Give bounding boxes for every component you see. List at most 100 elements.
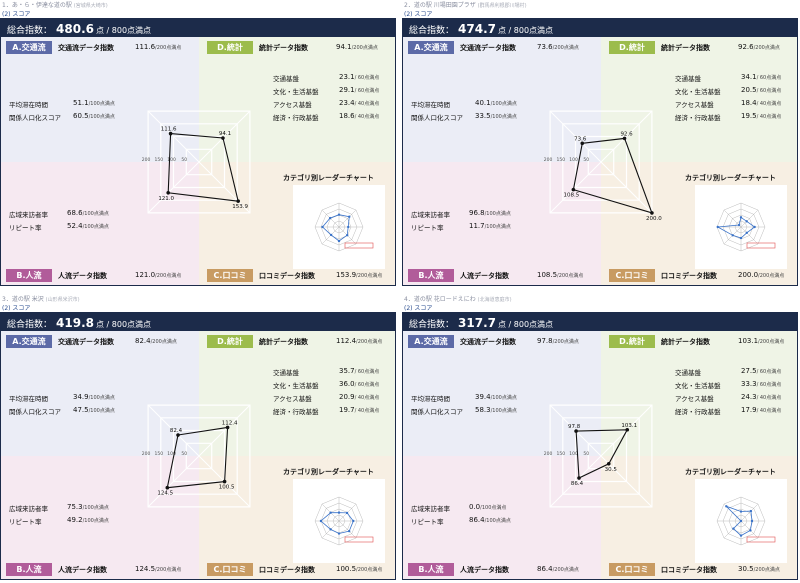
traffic-index-value: 111.6/200点満点 xyxy=(135,43,182,51)
economy-base-label: 経済・行政基盤 xyxy=(273,114,319,122)
quadrant-traffic xyxy=(1,37,199,162)
people-index-value: 86.4/200点満点 xyxy=(537,565,579,573)
mini-point xyxy=(329,511,332,514)
badge-traffic: A.交通流 xyxy=(6,41,52,54)
mini-point xyxy=(347,225,350,229)
traffic-base-label: 交通基盤 xyxy=(273,75,299,83)
mini-axis-line xyxy=(740,520,759,539)
station-location: (山形県米沢市) xyxy=(45,297,80,303)
radar-tick-label: 100 xyxy=(569,451,578,457)
related-pop-value: 33.5/100点満点 xyxy=(475,112,517,120)
avg-stay-label: 平均滞在時間 xyxy=(9,101,48,109)
mini-radar-chart xyxy=(293,479,385,563)
mini-point xyxy=(739,216,743,219)
mini-point xyxy=(352,519,355,523)
wide-visit-label: 広域来訪者率 xyxy=(411,211,450,219)
traffic-base-label: 交通基盤 xyxy=(675,75,701,83)
radar-value-label: 82.4 xyxy=(170,428,183,434)
radar-value-label: 100.5 xyxy=(219,485,235,491)
radar-chart: 200 150 100 50 97.8 103.1 30.5 86.4 xyxy=(544,404,653,508)
mini-point xyxy=(753,225,756,229)
related-pop-value: 60.5/100点満点 xyxy=(73,112,115,120)
station-name: 1．あ・ら・伊達な道の駅 xyxy=(2,2,72,9)
stats-index-value: 112.4/200点満点 xyxy=(336,337,383,345)
mini-point xyxy=(745,220,748,223)
people-index-label: 人流データ指数 xyxy=(460,566,509,574)
people-index-value: 124.5/200点満点 xyxy=(135,565,182,573)
culture-base-label: 文化・生活基盤 xyxy=(675,382,721,390)
radar-tick-label: 100 xyxy=(167,451,176,457)
stats-index-value: 92.6/200点満点 xyxy=(738,43,780,51)
wide-visit-value: 75.3/100点満点 xyxy=(67,503,109,511)
badge-reviews: C.口コミ xyxy=(207,269,253,282)
mini-point xyxy=(337,511,341,514)
economy-base-value: 17.9/ 40点満点 xyxy=(741,406,782,414)
quadrant-people xyxy=(403,162,601,285)
wide-visit-label: 広域来訪者率 xyxy=(411,505,450,513)
mini-radar-chart xyxy=(293,185,385,269)
badge-stats: D.統計 xyxy=(609,335,655,348)
station-location: (北海道恵庭市) xyxy=(477,297,512,303)
radar-point xyxy=(222,479,227,484)
radar-value-label: 86.4 xyxy=(571,481,584,487)
related-pop-label: 関係人口化スコア xyxy=(411,114,463,122)
quadrant-people xyxy=(1,456,199,579)
traffic-base-value: 27.5/ 60点満点 xyxy=(741,367,782,375)
mini-radar-title: カテゴリ別レーダーチャート xyxy=(685,174,776,182)
radar-point xyxy=(176,433,180,437)
review-index-label: 口コミデータ指数 xyxy=(661,566,717,574)
repeat-value: 11.7/100点満点 xyxy=(469,222,511,230)
traffic-index-label: 交通流データ指数 xyxy=(58,338,114,346)
economy-base-label: 経済・行政基盤 xyxy=(273,408,319,416)
radar-value-label: 94.1 xyxy=(219,131,231,137)
radar-tick-label: 200 xyxy=(544,451,553,457)
avg-stay-value: 51.1/100点満点 xyxy=(73,99,115,107)
traffic-base-label: 交通基盤 xyxy=(675,369,701,377)
mini-radar-title: カテゴリ別レーダーチャート xyxy=(685,468,776,476)
wide-visit-label: 広域来訪者率 xyxy=(9,505,48,513)
wide-visit-value: 68.6/100点満点 xyxy=(67,209,109,217)
station-panel-2: 2．道の駅 川場田園プラザ (群馬県利根郡川場村) (2) スコア 総合指数： 4… xyxy=(402,0,798,288)
traffic-index-value: 97.8/200点満点 xyxy=(537,337,579,345)
people-index-label: 人流データ指数 xyxy=(58,566,107,574)
radar-axis-line xyxy=(549,161,602,214)
radar-axis-line xyxy=(549,455,602,508)
mini-point xyxy=(750,519,754,523)
mini-axis-line xyxy=(338,520,357,539)
avg-stay-value: 40.1/100点満点 xyxy=(475,99,517,107)
access-base-value: 20.9/ 40点満点 xyxy=(339,393,380,401)
radar-value-label: 30.5 xyxy=(605,467,618,473)
radar-tick-label: 200 xyxy=(142,157,151,163)
radar-value-label: 73.6 xyxy=(574,136,587,142)
badge-reviews: C.口コミ xyxy=(609,563,655,576)
radar-axis-line xyxy=(549,110,602,163)
quadrant-people xyxy=(1,162,199,285)
review-index-value: 30.5/200点満点 xyxy=(738,565,780,573)
mini-axis-line xyxy=(338,209,357,228)
mini-point xyxy=(749,529,752,532)
radar-chart: 200 150 100 50 111.6 94.1 153.9 121.0 xyxy=(142,110,251,214)
mini-highlight-box xyxy=(344,536,374,543)
radar-tick-label: 50 xyxy=(583,451,589,457)
culture-base-label: 文化・生活基盤 xyxy=(273,382,319,390)
people-index-value: 108.5/200点満点 xyxy=(537,271,584,279)
radar-axis-line xyxy=(600,110,653,163)
economy-base-label: 経済・行政基盤 xyxy=(675,114,721,122)
radar-point xyxy=(574,429,578,433)
radar-tick-label: 50 xyxy=(181,157,187,163)
wide-visit-value: 96.8/100点満点 xyxy=(469,209,511,217)
radar-tick-label: 200 xyxy=(142,451,151,457)
total-value: 474.7 xyxy=(458,22,496,36)
repeat-label: リピート率 xyxy=(9,518,42,526)
traffic-index-value: 73.6/200点満点 xyxy=(537,43,579,51)
related-pop-value: 47.5/100点満点 xyxy=(73,406,115,414)
radar-value-label: 200.0 xyxy=(646,216,662,222)
badge-reviews: C.口コミ xyxy=(207,563,253,576)
radar-axis-line xyxy=(147,110,200,163)
radar-tick-label: 150 xyxy=(155,451,164,457)
review-index-label: 口コミデータ指数 xyxy=(259,272,315,280)
radar-value-label: 111.6 xyxy=(161,127,177,133)
station-title: 4．道の駅 花ロードえにわ (北海道恵庭市) xyxy=(404,294,512,303)
mini-point xyxy=(337,532,341,535)
radar-tick-label: 50 xyxy=(583,157,589,163)
